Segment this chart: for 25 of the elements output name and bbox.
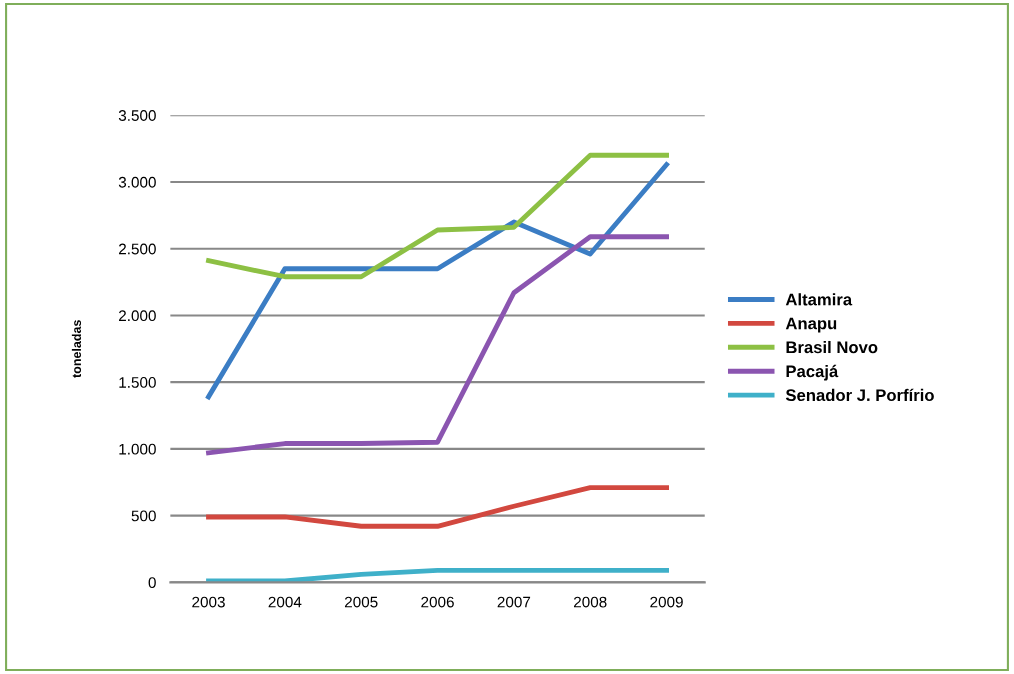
y-tick-label: 500: [131, 510, 156, 522]
y-tick-label: 2.000: [119, 310, 156, 322]
x-tick-label: 2004: [268, 596, 302, 608]
x-tick-label: 2007: [497, 596, 531, 608]
y-tick-label: 2.500: [119, 243, 156, 255]
line-series: [206, 485, 669, 529]
x-tick-label: 2008: [574, 596, 607, 608]
y-tick-label: 0: [148, 577, 156, 589]
y-axis-title: toneladas: [71, 320, 82, 378]
y-tick-label: 3.000: [118, 176, 156, 188]
y-tick-label: 1.500: [119, 377, 156, 388]
x-tick-label: 2006: [421, 596, 454, 608]
x-tick-label: 2009: [650, 596, 683, 608]
y-tick-label: 1.000: [119, 443, 156, 455]
legend-label: Brasil Novo: [786, 340, 878, 354]
y-tick-label: 3.500: [118, 110, 156, 121]
line-series: [206, 152, 669, 280]
line-series: [206, 162, 669, 400]
legend-label: Senador J. Porfírio: [785, 388, 934, 402]
x-tick-label: 2003: [192, 596, 225, 608]
legend-label: Altamira: [785, 293, 853, 306]
legend-label: Anapu: [785, 317, 837, 333]
x-tick-label: 2005: [344, 596, 378, 608]
line-series: [206, 234, 669, 456]
legend-label: Pacajá: [786, 364, 839, 381]
